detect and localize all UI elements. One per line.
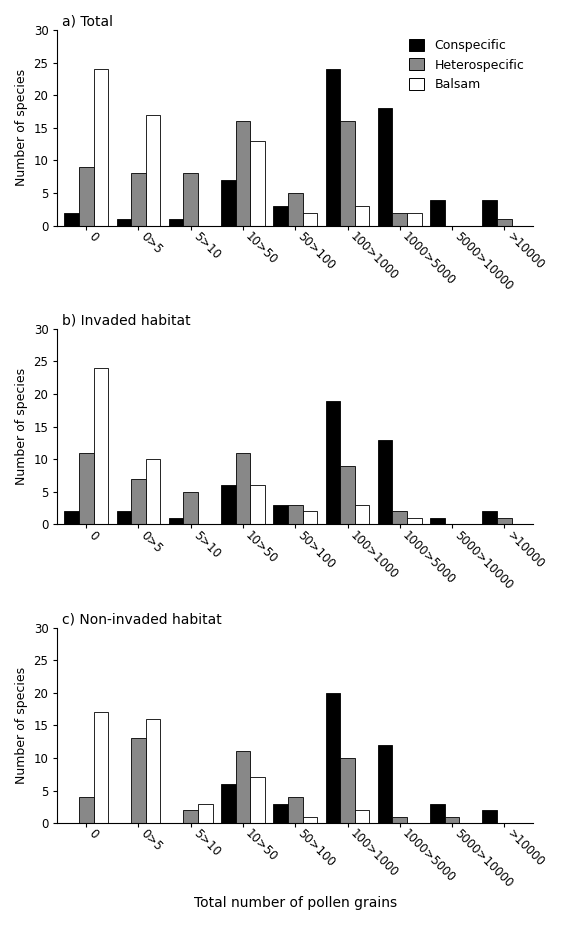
Bar (94, 712, 108, 823)
Bar (340, 758, 355, 823)
Bar (430, 518, 445, 524)
Bar (355, 810, 369, 823)
X-axis label: Total number of pollen grains: Total number of pollen grains (193, 896, 397, 910)
Bar (169, 219, 183, 226)
Text: a) Total: a) Total (62, 15, 113, 29)
Bar (94, 69, 108, 226)
Bar (482, 512, 497, 524)
Bar (430, 200, 445, 226)
Bar (340, 121, 355, 226)
Bar (250, 778, 265, 823)
Bar (430, 804, 445, 823)
Bar (303, 213, 317, 226)
Bar (303, 512, 317, 524)
Bar (325, 69, 340, 226)
Bar (378, 745, 393, 823)
Bar (198, 804, 213, 823)
Bar (288, 797, 303, 823)
Bar (117, 512, 131, 524)
Bar (183, 492, 198, 524)
Text: b) Invaded habitat: b) Invaded habitat (62, 314, 191, 327)
Bar (146, 719, 160, 823)
Bar (482, 200, 497, 226)
Bar (378, 108, 393, 226)
Bar (79, 452, 94, 524)
Bar (378, 439, 393, 524)
Bar (221, 784, 236, 823)
Bar (64, 213, 79, 226)
Bar (497, 219, 512, 226)
Bar (146, 459, 160, 524)
Bar (250, 486, 265, 524)
Bar (146, 115, 160, 226)
Bar (482, 810, 497, 823)
Bar (274, 804, 288, 823)
Bar (355, 505, 369, 524)
Bar (407, 518, 422, 524)
Bar (303, 817, 317, 823)
Bar (236, 452, 250, 524)
Legend: Conspecific, Heterospecific, Balsam: Conspecific, Heterospecific, Balsam (407, 36, 527, 93)
Bar (117, 219, 131, 226)
Y-axis label: Number of species: Number of species (15, 368, 28, 486)
Bar (94, 368, 108, 524)
Bar (79, 797, 94, 823)
Bar (221, 486, 236, 524)
Bar (288, 193, 303, 226)
Bar (236, 751, 250, 823)
Bar (393, 512, 407, 524)
Bar (183, 810, 198, 823)
Bar (497, 518, 512, 524)
Bar (236, 121, 250, 226)
Bar (221, 180, 236, 226)
Bar (288, 505, 303, 524)
Bar (274, 505, 288, 524)
Text: c) Non-invaded habitat: c) Non-invaded habitat (62, 612, 222, 626)
Bar (325, 401, 340, 524)
Bar (340, 465, 355, 524)
Y-axis label: Number of species: Number of species (15, 69, 28, 187)
Bar (325, 693, 340, 823)
Bar (407, 213, 422, 226)
Bar (131, 174, 146, 226)
Bar (131, 738, 146, 823)
Bar (183, 174, 198, 226)
Bar (250, 141, 265, 226)
Bar (393, 213, 407, 226)
Bar (355, 206, 369, 226)
Bar (79, 166, 94, 226)
Bar (393, 817, 407, 823)
Y-axis label: Number of species: Number of species (15, 667, 28, 784)
Bar (131, 479, 146, 524)
Bar (274, 206, 288, 226)
Bar (445, 817, 460, 823)
Bar (64, 512, 79, 524)
Bar (169, 518, 183, 524)
